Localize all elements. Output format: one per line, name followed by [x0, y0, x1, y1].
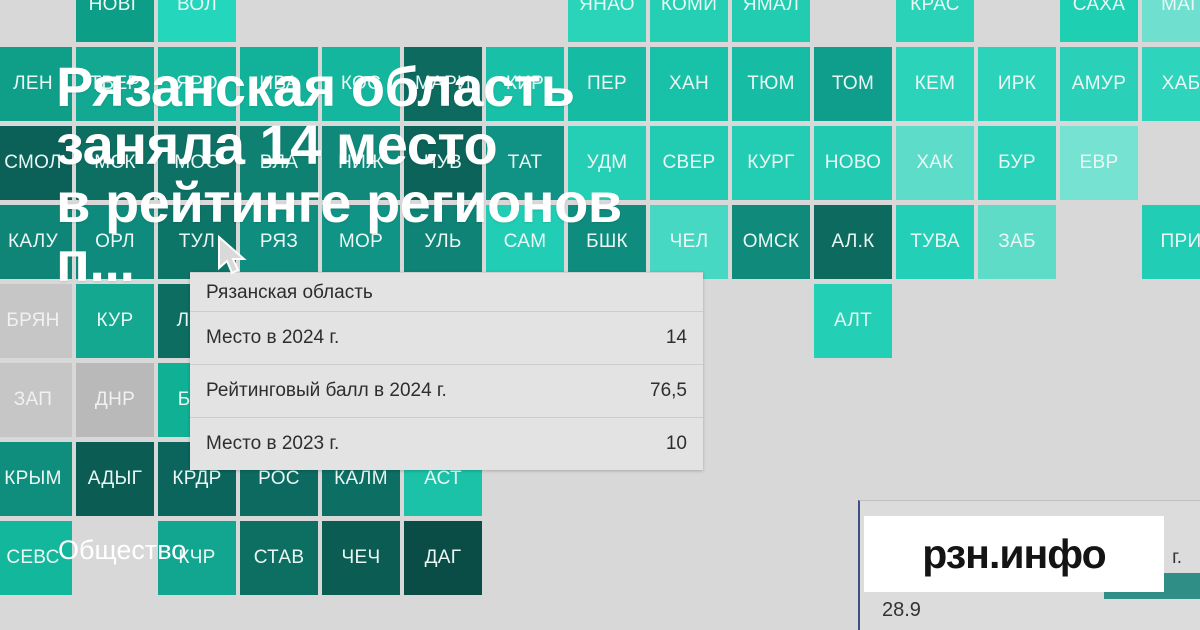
- tooltip-row-key: Место в 2024 г.: [206, 327, 340, 348]
- region-tile-СЕВС[interactable]: СЕВС: [0, 521, 72, 595]
- region-tile-ПЕР[interactable]: ПЕР: [568, 47, 646, 121]
- region-tile-ЕВР[interactable]: ЕВР: [1060, 126, 1138, 200]
- region-tile-ХАК[interactable]: ХАК: [896, 126, 974, 200]
- region-tile-ЧУВ[interactable]: ЧУВ: [404, 126, 482, 200]
- region-tile-КЧР[interactable]: КЧР: [158, 521, 236, 595]
- tooltip-title: Рязанская область: [190, 273, 703, 312]
- region-tile-ЯНАО[interactable]: ЯНАО: [568, 0, 646, 42]
- region-tile-МОС[interactable]: МОС: [158, 126, 236, 200]
- region-tile-УЛЬ[interactable]: УЛЬ: [404, 205, 482, 279]
- region-tile-ТЮМ[interactable]: ТЮМ: [732, 47, 810, 121]
- region-tile-НОВО[interactable]: НОВО: [814, 126, 892, 200]
- tooltip-row-value: 10: [665, 433, 687, 454]
- region-tile-КУРГ[interactable]: КУРГ: [732, 126, 810, 200]
- region-tile-МОР[interactable]: МОР: [322, 205, 400, 279]
- site-logo-text: рзн.инфо: [922, 530, 1106, 577]
- tooltip-row: Рейтинговый балл в 2024 г. 76,5: [190, 365, 703, 418]
- tooltip-row-value: 76,5: [650, 380, 687, 401]
- region-tile-ЗАП[interactable]: ЗАП: [0, 363, 72, 437]
- tooltip-row-key: Место в 2023 г.: [206, 433, 340, 454]
- region-tile-АДЫГ[interactable]: АДЫГ: [76, 442, 154, 516]
- tooltip-rows: Место в 2024 г. 14 Рейтинговый балл в 2024…: [190, 312, 703, 470]
- tooltip-row-key: Рейтинговый балл в 2024 г.: [206, 380, 447, 401]
- region-tile-БРЯН[interactable]: БРЯН: [0, 284, 72, 358]
- region-tile-АМУР[interactable]: АМУР: [1060, 47, 1138, 121]
- region-tile-БШК[interactable]: БШК: [568, 205, 646, 279]
- region-tile-КРЫМ[interactable]: КРЫМ: [0, 442, 72, 516]
- region-tile-ЧЕЛ[interactable]: ЧЕЛ: [650, 205, 728, 279]
- region-tooltip: Рязанская область Место в 2024 г. 14 Рейти…: [190, 272, 703, 470]
- region-tile-ЗАБ[interactable]: ЗАБ: [978, 205, 1056, 279]
- region-tile-ЧЕЧ[interactable]: ЧЕЧ: [322, 521, 400, 595]
- region-tile-ТУВА[interactable]: ТУВА: [896, 205, 974, 279]
- tooltip-row: Место в 2024 г. 14: [190, 312, 703, 365]
- region-tile-КАЛУ[interactable]: КАЛУ: [0, 205, 72, 279]
- region-tile-ТАТ[interactable]: ТАТ: [486, 126, 564, 200]
- region-tile-РЯЗ[interactable]: РЯЗ: [240, 205, 318, 279]
- region-tile-УДМ[interactable]: УДМ: [568, 126, 646, 200]
- region-tile-КЕМ[interactable]: КЕМ: [896, 47, 974, 121]
- region-tile-КРАС[interactable]: КРАС: [896, 0, 974, 42]
- region-tile-ЯМАЛ[interactable]: ЯМАЛ: [732, 0, 810, 42]
- region-tile-ДАГ[interactable]: ДАГ: [404, 521, 482, 595]
- region-tile-МАРИ[interactable]: МАРИ: [404, 47, 482, 121]
- region-tile-СВЕР[interactable]: СВЕР: [650, 126, 728, 200]
- legend-value: 28.9: [882, 599, 921, 621]
- region-tile-НИЖ[interactable]: НИЖ: [322, 126, 400, 200]
- region-tile-КУР[interactable]: КУР: [76, 284, 154, 358]
- region-tile-ВОЛ[interactable]: ВОЛ: [158, 0, 236, 42]
- region-tile-ХАН[interactable]: ХАН: [650, 47, 728, 121]
- region-tile-ОМСК[interactable]: ОМСК: [732, 205, 810, 279]
- tooltip-row-value: 14: [665, 327, 687, 348]
- region-tile-КИР[interactable]: КИР: [486, 47, 564, 121]
- region-tile-ХАБ[interactable]: ХАБ: [1142, 47, 1200, 121]
- region-tile-ИРК[interactable]: ИРК: [978, 47, 1056, 121]
- category-label: Общество: [58, 535, 187, 565]
- region-tile-ЯРО[interactable]: ЯРО: [158, 47, 236, 121]
- site-logo[interactable]: рзн.инфо: [864, 516, 1164, 592]
- region-tile-ОРЛ[interactable]: ОРЛ: [76, 205, 154, 279]
- region-tile-БУР[interactable]: БУР: [978, 126, 1056, 200]
- tooltip-row: Место в 2023 г. 10: [190, 418, 703, 470]
- region-tile-НОВГ[interactable]: НОВГ: [76, 0, 154, 42]
- region-tile-ВЛА[interactable]: ВЛА: [240, 126, 318, 200]
- region-tile-СМОЛ[interactable]: СМОЛ: [0, 126, 72, 200]
- region-tile-МАГ[interactable]: МАГ: [1142, 0, 1200, 42]
- region-tile-КОС[interactable]: КОС: [322, 47, 400, 121]
- region-tile-ТВЕР[interactable]: ТВЕР: [76, 47, 154, 121]
- region-tile-МСК[interactable]: МСК: [76, 126, 154, 200]
- region-tile-САХА[interactable]: САХА: [1060, 0, 1138, 42]
- region-tile-ИВА[interactable]: ИВА: [240, 47, 318, 121]
- region-tile-КОМИ[interactable]: КОМИ: [650, 0, 728, 42]
- region-tile-ПРИ[interactable]: ПРИ: [1142, 205, 1200, 279]
- region-tile-АЛТ[interactable]: АЛТ: [814, 284, 892, 358]
- region-tile-САМ[interactable]: САМ: [486, 205, 564, 279]
- region-tile-ЛЕН[interactable]: ЛЕН: [0, 47, 72, 121]
- region-tile-АЛ.К[interactable]: АЛ.К: [814, 205, 892, 279]
- mouse-cursor-icon: [218, 235, 247, 275]
- region-tile-СТАВ[interactable]: СТАВ: [240, 521, 318, 595]
- page-title: Рязанская область заняла 14 место в рейт…: [56, 55, 622, 293]
- region-tile-ДНР[interactable]: ДНР: [76, 363, 154, 437]
- region-tile-ТОМ[interactable]: ТОМ: [814, 47, 892, 121]
- legend-unit-label: г.: [1172, 547, 1182, 568]
